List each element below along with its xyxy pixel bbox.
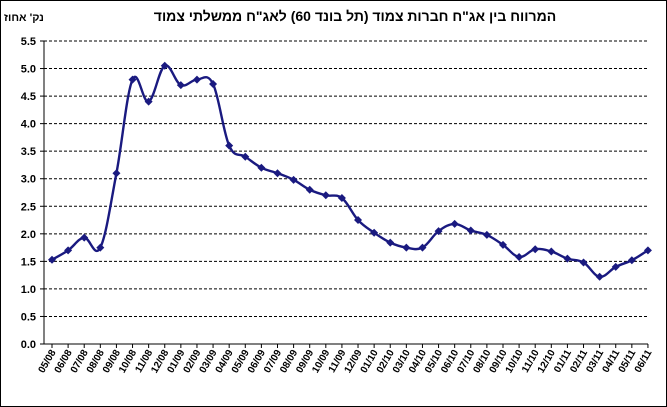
data-point-marker: [354, 216, 363, 225]
data-point-marker: [112, 169, 121, 178]
data-point-marker: [80, 233, 89, 242]
data-point-marker: [402, 243, 411, 252]
y-tick-label: 4.0: [21, 119, 36, 131]
x-axis-ticks: 05/0806/0807/0808/0809/0810/0811/0812/08…: [37, 344, 655, 375]
data-point-marker: [370, 228, 379, 237]
data-point-marker: [321, 191, 330, 200]
data-point-marker: [418, 243, 427, 252]
y-tick-label: 1.0: [21, 284, 36, 296]
data-point-marker: [48, 255, 56, 264]
y-tick-label: 2.5: [21, 201, 36, 213]
data-point-marker: [176, 81, 185, 90]
data-point-marker: [305, 185, 314, 194]
axes: [43, 41, 648, 345]
data-point-marker: [96, 243, 105, 252]
chart-title: המרווח בין אג"ח חברות צמוד (תל בונד 60) …: [153, 8, 557, 24]
data-point-marker: [531, 245, 540, 254]
series-line: [51, 64, 649, 278]
y-tick-label: 5.5: [21, 36, 36, 48]
data-point-marker: [450, 219, 459, 228]
data-point-marker: [563, 254, 572, 263]
y-tick-label: 2.0: [21, 229, 36, 241]
data-point-marker: [595, 272, 604, 281]
gridlines: [44, 40, 648, 317]
y-tick-label: 0.5: [21, 311, 36, 323]
data-point-marker: [128, 75, 137, 84]
data-point-marker: [627, 256, 636, 265]
data-point-marker: [579, 258, 588, 267]
y-axis-unit-label: נק' אחוז: [4, 12, 44, 24]
data-point-marker: [225, 141, 234, 150]
data-point-marker: [144, 97, 153, 106]
data-point-marker: [192, 75, 201, 84]
y-tick-label: 3.0: [21, 174, 36, 186]
data-point-marker: [434, 227, 443, 236]
data-point-marker: [611, 262, 620, 271]
y-tick-label: 4.5: [21, 91, 36, 103]
y-tick-label: 0.0: [21, 339, 36, 351]
y-tick-label: 1.5: [21, 256, 36, 268]
data-point-marker: [273, 169, 282, 178]
data-point-marker: [498, 240, 507, 249]
y-axis-ticks: 0.0 0.5 1.0 1.5 2.0 2.5 3.0 3.5 4.0 4.5 5.0 5.5: [21, 36, 44, 351]
data-point-marker: [337, 194, 346, 203]
data-point-marker: [466, 226, 475, 235]
data-point-marker: [241, 152, 250, 161]
x-tick-label: 06/11: [633, 348, 655, 375]
data-point-marker: [64, 246, 73, 255]
data-point-marker: [482, 230, 491, 239]
y-tick-label: 3.5: [21, 146, 36, 158]
y-tick-label: 5.0: [21, 64, 36, 76]
data-point-marker: [257, 163, 266, 172]
data-point-marker: [547, 247, 556, 256]
data-point-marker: [160, 61, 169, 70]
data-series: [48, 61, 652, 281]
data-point-marker: [643, 246, 652, 255]
data-point-marker: [289, 175, 298, 184]
data-point-marker: [386, 238, 395, 247]
data-point-marker: [515, 252, 524, 261]
data-point-marker: [209, 79, 218, 88]
